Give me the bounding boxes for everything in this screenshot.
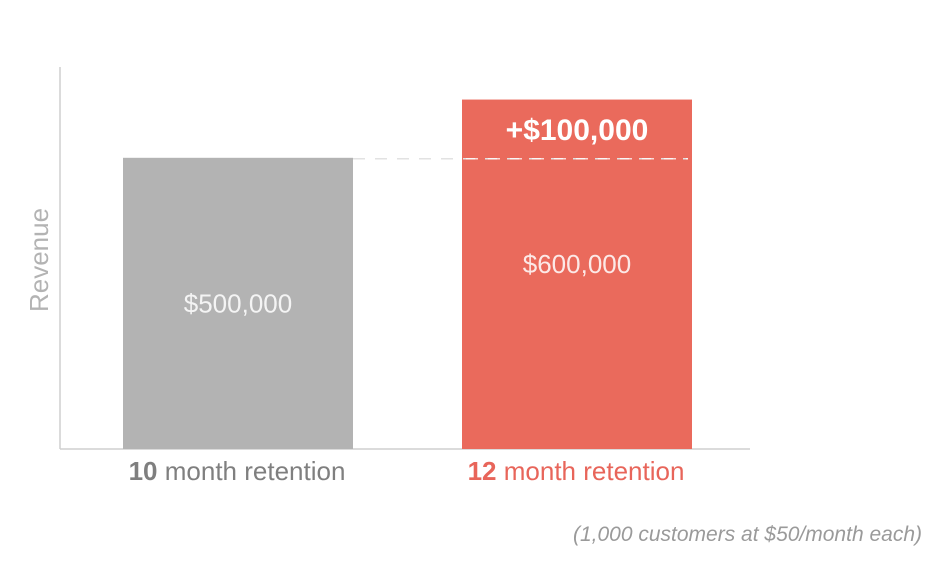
category-labels: 10 month retention 12 month retention [129, 456, 685, 486]
bar-1-value-label: $500,000 [184, 288, 292, 318]
bar-2-value-label: $600,000 [523, 249, 631, 279]
category-label-2: 12 month retention [468, 456, 685, 486]
y-axis-label: Revenue [24, 208, 54, 312]
delta-label: +$100,000 [506, 114, 649, 147]
category-text-1: month retention [158, 456, 346, 486]
category-number-2: 12 [468, 456, 497, 486]
category-label-1: 10 month retention [129, 456, 346, 486]
bars-group: $500,000 $600,000 +$100,000 [123, 100, 692, 449]
category-text-2: month retention [497, 456, 685, 486]
footnote: (1,000 customers at $50/month each) [573, 523, 922, 546]
category-number-1: 10 [129, 456, 158, 486]
